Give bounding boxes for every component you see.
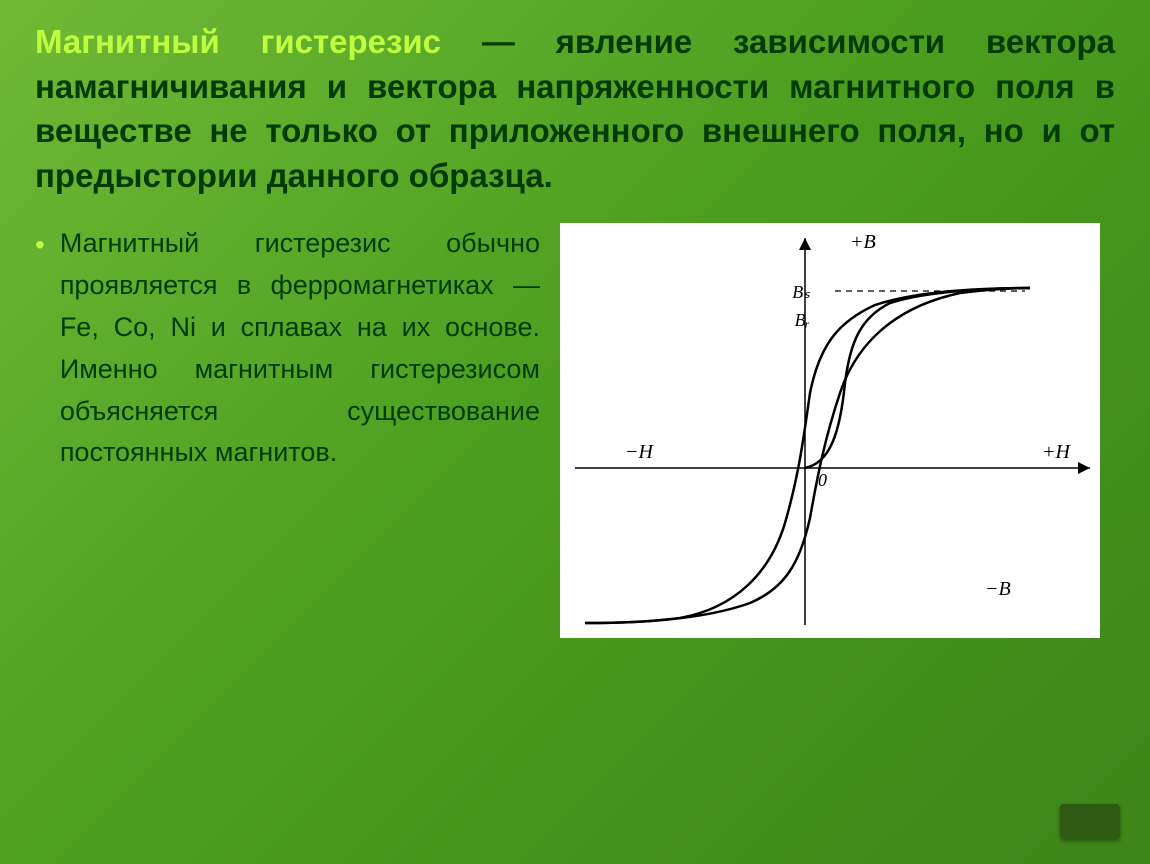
heading-term: Магнитный гистерезис [35, 23, 441, 60]
chart-svg: +B −B −H +H 0 Bₛ Bᵣ [560, 223, 1100, 638]
bullet-icon: • [35, 227, 45, 263]
slide-heading: Магнитный гистерезис — явление зависимос… [35, 20, 1115, 198]
label-plus-B: +B [850, 231, 876, 253]
initial-curve [805, 288, 1030, 468]
label-minus-H: −H [625, 441, 654, 463]
label-Bs: Bₛ [792, 282, 810, 302]
body-text: Магнитный гистерезис обычно проявляется … [60, 223, 540, 474]
body-text-wrap: • Магнитный гистерезис обычно проявляетс… [35, 223, 540, 638]
x-axis-arrow [1078, 462, 1090, 474]
label-Br: Bᵣ [795, 310, 810, 330]
slide: Магнитный гистерезис — явление зависимос… [0, 0, 1150, 864]
nav-button[interactable] [1060, 804, 1120, 839]
body-row: • Магнитный гистерезис обычно проявляетс… [35, 223, 1115, 638]
hysteresis-chart: +B −B −H +H 0 Bₛ Bᵣ [560, 223, 1100, 638]
label-minus-B: −B [985, 578, 1011, 600]
label-origin: 0 [818, 470, 827, 490]
label-plus-H: +H [1042, 441, 1071, 463]
y-axis-arrow [799, 238, 811, 250]
